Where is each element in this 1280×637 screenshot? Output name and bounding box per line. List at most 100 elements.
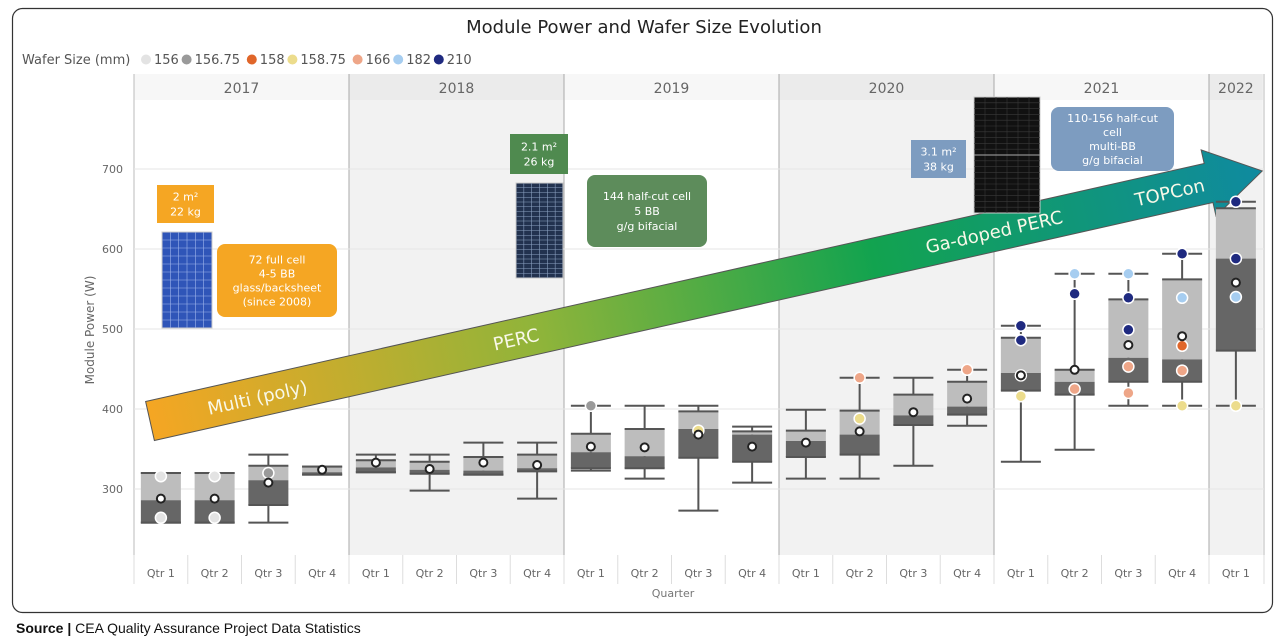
mean-marker xyxy=(478,457,489,468)
wafer-point xyxy=(1014,389,1028,403)
x-tick-label: Qtr 2 xyxy=(846,567,874,580)
box-19 xyxy=(1162,252,1203,407)
spec-box-2020-line: 3.1 m² xyxy=(920,145,956,158)
legend-title: Wafer Size (mm) xyxy=(22,53,130,68)
box-lower xyxy=(355,467,396,473)
mean-marker xyxy=(424,464,435,474)
mean-marker xyxy=(908,407,919,418)
box-lower xyxy=(140,500,181,523)
box-upper xyxy=(893,394,934,416)
legend-label: 166 xyxy=(366,53,391,68)
mean-marker xyxy=(693,429,704,440)
box-upper xyxy=(785,430,826,441)
wafer-point xyxy=(208,511,221,525)
legend-label: 158.75 xyxy=(300,53,346,68)
mean-marker xyxy=(962,393,973,404)
wafer-point xyxy=(1229,195,1243,209)
mean-marker xyxy=(532,460,543,470)
legend-marker xyxy=(287,54,298,65)
desc-box-2017-line: 72 full cell xyxy=(249,253,306,266)
spec-box-2018-bg xyxy=(510,134,568,174)
wafer-point xyxy=(1014,319,1028,333)
legend-marker xyxy=(181,54,192,65)
mean-marker xyxy=(263,477,274,488)
x-tick-label: Qtr 2 xyxy=(416,567,444,580)
mean-marker xyxy=(1230,277,1241,288)
mean-marker xyxy=(1015,370,1026,381)
box-12 xyxy=(785,408,826,480)
wafer-point xyxy=(262,466,275,480)
spec-box-2017-bg xyxy=(157,185,214,223)
wafer-point xyxy=(1122,386,1135,400)
legend-marker xyxy=(393,54,404,65)
box-lower xyxy=(893,415,934,425)
wafer-point xyxy=(1122,291,1135,305)
y-tick-label: 400 xyxy=(102,403,123,416)
year-label: 2018 xyxy=(439,81,475,97)
wafer-point xyxy=(1014,333,1028,347)
legend-marker xyxy=(433,54,444,65)
x-tick-label: Qtr 1 xyxy=(792,567,820,580)
box-lower xyxy=(570,452,611,469)
x-tick-label: Qtr 2 xyxy=(201,567,229,580)
wafer-point xyxy=(853,412,866,425)
source-label: Source | xyxy=(16,620,72,636)
mean-marker xyxy=(747,441,758,452)
wafer-point xyxy=(1068,382,1081,396)
x-tick-label: Qtr 3 xyxy=(684,567,712,580)
year-header xyxy=(134,74,349,100)
y-tick-label: 600 xyxy=(102,243,123,256)
spec-box-2020-bg xyxy=(911,140,966,178)
year-label: 2020 xyxy=(869,81,905,97)
box-lower xyxy=(1215,258,1256,351)
box-upper xyxy=(1054,369,1095,382)
source-text: CEA Quality Assurance Project Data Stati… xyxy=(75,620,361,636)
year-header xyxy=(564,74,779,100)
x-tick-label: Qtr 1 xyxy=(362,567,390,580)
year-label: 2022 xyxy=(1218,81,1254,97)
x-tick-label: Qtr 2 xyxy=(1061,567,1089,580)
x-tick-label: Qtr 4 xyxy=(738,567,766,580)
wafer-point xyxy=(960,363,974,377)
wafer-point xyxy=(208,469,221,483)
spec-box-2020: 3.1 m² 38 kg xyxy=(911,140,966,178)
wafer-point xyxy=(154,469,168,483)
desc-box-2021-line: 110-156 half-cut xyxy=(1067,112,1158,125)
x-tick-label: Qtr 4 xyxy=(308,567,336,580)
legend-marker xyxy=(246,54,257,65)
wafer-point xyxy=(1175,339,1189,353)
x-tick-label: Qtr 4 xyxy=(1168,567,1196,580)
year-header xyxy=(349,74,564,100)
x-axis-label: Quarter xyxy=(652,587,695,600)
box-upper xyxy=(732,431,773,435)
wafer-point xyxy=(853,371,866,385)
desc-box-2021-line: g/g bifacial xyxy=(1082,154,1143,167)
x-tick-label: Qtr 3 xyxy=(1114,567,1142,580)
spec-box-2020-line: 38 kg xyxy=(923,160,954,173)
x-tick-label: Qtr 3 xyxy=(254,567,282,580)
source-note: Source | CEA Quality Assurance Project D… xyxy=(16,620,361,636)
desc-box-2017-bg xyxy=(217,244,337,317)
year-label: 2021 xyxy=(1084,81,1120,97)
year-header xyxy=(994,74,1209,100)
y-tick-label: 700 xyxy=(102,163,123,176)
spec-box-2018: 2.1 m² 26 kg xyxy=(510,134,568,174)
box-6 xyxy=(463,441,504,476)
mean-marker xyxy=(370,457,381,468)
x-tick-label: Qtr 1 xyxy=(1222,567,1250,580)
mean-marker xyxy=(1069,364,1080,375)
x-tick-label: Qtr 3 xyxy=(469,567,497,580)
legend-label: 156.75 xyxy=(195,53,241,68)
mean-marker xyxy=(155,493,166,504)
desc-box-2017-line: (since 2008) xyxy=(243,295,312,308)
box-14 xyxy=(893,376,934,467)
year-header xyxy=(1209,74,1263,100)
x-tick-label: Qtr 1 xyxy=(1007,567,1035,580)
desc-box-2021-bg xyxy=(1051,107,1174,171)
chart-title: Module Power and Wafer Size Evolution xyxy=(466,17,822,38)
box-lower xyxy=(1000,373,1041,391)
wafer-point xyxy=(1175,247,1189,261)
desc-box-2019-bg xyxy=(587,175,707,247)
